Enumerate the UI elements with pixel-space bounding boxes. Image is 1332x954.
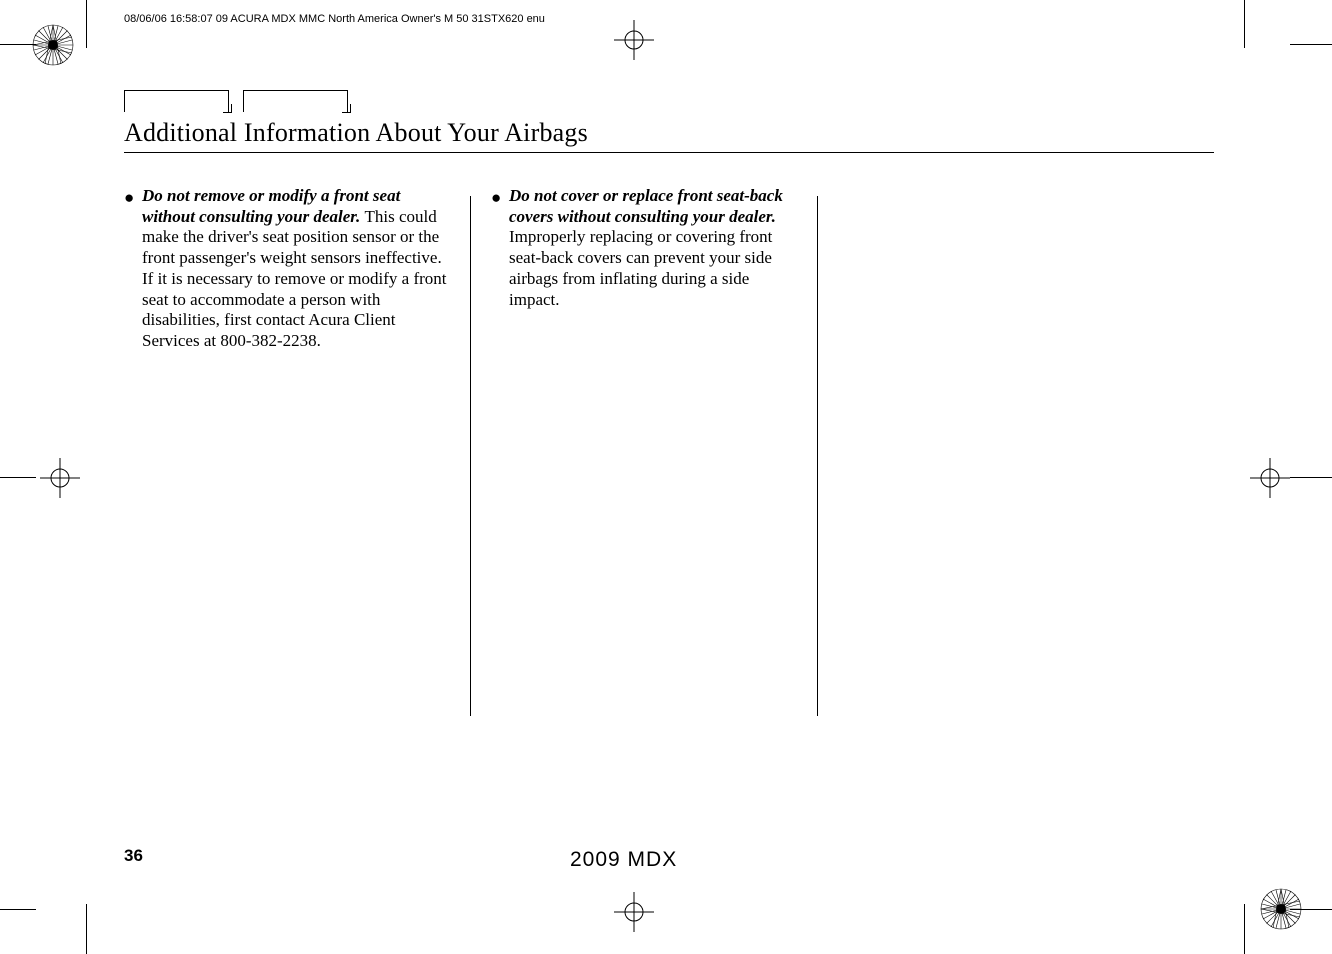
crop-mark — [86, 0, 87, 48]
tab-outline — [124, 90, 229, 112]
tab-outline-boxes — [124, 90, 1224, 112]
crop-mark — [0, 477, 36, 478]
column-2: ● Do not cover or replace front seat-bac… — [471, 186, 817, 716]
model-year-footer: 2009 MDX — [570, 848, 677, 872]
starburst-mark-icon — [1258, 886, 1304, 932]
imprint-line: 08/06/06 16:58:07 09 ACURA MDX MMC North… — [124, 13, 545, 25]
column-3 — [818, 186, 1164, 716]
registration-mark-icon — [40, 458, 80, 498]
column-1: ● Do not remove or modify a front seat w… — [124, 186, 470, 716]
bullet-dot-icon: ● — [491, 188, 501, 209]
bullet-body: Improperly replacing or covering front s… — [509, 227, 772, 308]
crop-mark — [86, 904, 87, 954]
bullet-dot-icon: ● — [124, 188, 134, 209]
registration-mark-icon — [1250, 458, 1290, 498]
bullet-lead: Do not remove or modify a front seat wit… — [142, 186, 400, 226]
tab-outline — [243, 90, 348, 112]
bullet-body: This could make the driver's seat positi… — [142, 207, 447, 350]
registration-mark-icon — [614, 892, 654, 932]
registration-mark-icon — [614, 20, 654, 60]
crop-mark — [1290, 477, 1332, 478]
page-number: 36 — [124, 846, 143, 866]
page-heading-area: Additional Information About Your Airbag… — [124, 90, 1224, 153]
crop-mark — [1244, 904, 1245, 954]
crop-mark — [0, 909, 36, 910]
section-title: Additional Information About Your Airbag… — [124, 118, 1214, 153]
body-columns: ● Do not remove or modify a front seat w… — [124, 186, 1214, 716]
bullet-item: ● Do not cover or replace front seat-bac… — [491, 186, 797, 310]
starburst-mark-icon — [30, 22, 76, 68]
bullet-lead: Do not cover or replace front seat-back … — [509, 186, 783, 226]
bullet-item: ● Do not remove or modify a front seat w… — [124, 186, 450, 352]
